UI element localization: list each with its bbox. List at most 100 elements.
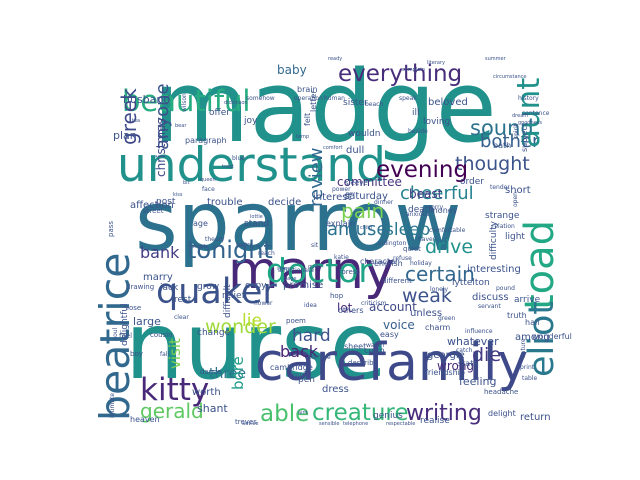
cloud-word: intimate — [109, 393, 116, 418]
cloud-word: beloved — [428, 97, 468, 108]
cloud-word: delight — [488, 409, 516, 418]
cloud-word: circumstance — [493, 74, 527, 80]
cloud-word: madge — [153, 50, 497, 165]
cloud-word: bore — [229, 356, 247, 390]
cloud-word: understand — [117, 138, 386, 193]
cloud-word: georgie — [427, 350, 465, 361]
cloud-word: wilson — [181, 93, 188, 112]
cloud-word: hop — [330, 292, 344, 300]
cloud-word: feeling — [459, 375, 496, 388]
cloud-word: catch — [456, 347, 473, 354]
cloud-word: open — [512, 192, 519, 207]
cloud-word: three — [209, 366, 246, 382]
cloud-word: face — [202, 186, 215, 193]
cloud-word: criticism — [361, 300, 387, 307]
cloud-word: eliot — [522, 301, 562, 377]
cloud-word: sleep — [385, 220, 430, 240]
cloud-word: tonight — [187, 236, 273, 264]
cloud-word: aunt — [511, 78, 547, 148]
cloud-word: katie — [334, 254, 349, 261]
cloud-word: post — [156, 197, 176, 207]
cloud-word: writing — [406, 401, 482, 426]
cloud-word: review — [306, 147, 327, 207]
cloud-word: bit — [183, 180, 190, 186]
cloud-word: hall — [525, 318, 539, 327]
cloud-word: brain — [297, 85, 318, 94]
cloud-word: terrible — [309, 354, 331, 361]
cloud-word: doctor — [266, 251, 372, 290]
cloud-word: stand — [244, 219, 269, 229]
cloud-word: summer — [485, 56, 507, 62]
cloud-word: beautiful — [122, 84, 250, 118]
cloud-word: decide — [268, 197, 301, 208]
cloud-word: shant — [197, 402, 228, 415]
cloud-word: trouble — [207, 197, 243, 208]
cloud-word: treves — [235, 418, 257, 426]
cloud-word: letter — [309, 90, 318, 112]
cloud-word: blue — [232, 155, 245, 162]
cloud-word: servant — [478, 303, 501, 310]
cloud-word: literary — [427, 60, 445, 66]
cloud-word: fall — [160, 351, 169, 358]
cloud-word: voice — [383, 318, 415, 332]
cloud-word: thought — [455, 153, 530, 175]
cloud-word: comfortable — [429, 227, 466, 234]
cloud-word: note — [292, 372, 306, 379]
cloud-word: worth — [192, 387, 221, 398]
cloud-word: quaker — [156, 272, 277, 312]
cloud-word: dickinson — [224, 100, 248, 106]
cloud-word: headache — [484, 388, 518, 396]
cloud-word: creature — [312, 400, 409, 426]
cloud-word: baby — [277, 63, 307, 77]
cloud-word: dinner — [374, 199, 394, 206]
cloud-word: aldington — [378, 240, 406, 247]
cloud-word: offer — [209, 108, 230, 118]
cloud-word: ready — [328, 56, 342, 62]
cloud-word: lyttelton — [452, 278, 490, 288]
cloud-word: pen — [298, 375, 315, 385]
cloud-word: among — [515, 332, 550, 343]
cloud-word: explain — [326, 219, 355, 228]
cloud-word: lose — [127, 304, 141, 312]
cloud-word: nature — [520, 338, 527, 358]
cloud-word: child — [360, 225, 372, 231]
cloud-word: pay — [346, 191, 355, 197]
cloud-word: light — [505, 232, 525, 242]
cloud-word: wrong — [437, 359, 474, 373]
cloud-word: marny — [228, 241, 395, 301]
cloud-word: discuss — [472, 292, 509, 303]
cloud-word: temp — [296, 134, 309, 140]
cloud-word: operation — [294, 95, 323, 102]
cloud-word: cheerful — [400, 183, 474, 204]
cloud-word: kitty — [140, 372, 209, 408]
cloud-word: strange — [485, 211, 520, 221]
cloud-word: gerald — [140, 399, 204, 423]
cloud-word: human — [324, 95, 345, 102]
cloud-word: loving — [423, 117, 450, 127]
cloud-word: order — [460, 177, 484, 187]
cloud-word: watch — [366, 342, 384, 349]
cloud-word: idea — [304, 302, 317, 309]
cloud-word: different — [382, 277, 412, 285]
cloud-word: lonely — [430, 286, 448, 293]
cloud-word: arrive — [514, 295, 541, 305]
cloud-word: tea — [132, 118, 140, 124]
cloud-word: kiss — [173, 192, 183, 198]
cloud-word: greek — [117, 88, 141, 145]
cloud-word: sound — [470, 116, 534, 140]
cloud-word: beatrice — [91, 253, 139, 421]
cloud-word: dress — [322, 384, 349, 395]
cloud-word: influence — [465, 328, 493, 335]
cloud-word: lottie — [250, 214, 263, 220]
cloud-word: treat — [222, 164, 234, 170]
cloud-word: return — [520, 412, 551, 423]
cloud-word: plan — [113, 129, 137, 142]
cloud-word: truth — [507, 311, 527, 320]
cloud-word: spirit — [513, 123, 520, 139]
cloud-word: street — [143, 207, 164, 215]
cloud-word: interest — [313, 192, 351, 203]
cloud-word: dream — [512, 113, 528, 119]
cloud-word: poem — [286, 317, 306, 325]
cloud-word: dull — [346, 145, 364, 156]
cloud-word: telephone — [343, 421, 368, 427]
